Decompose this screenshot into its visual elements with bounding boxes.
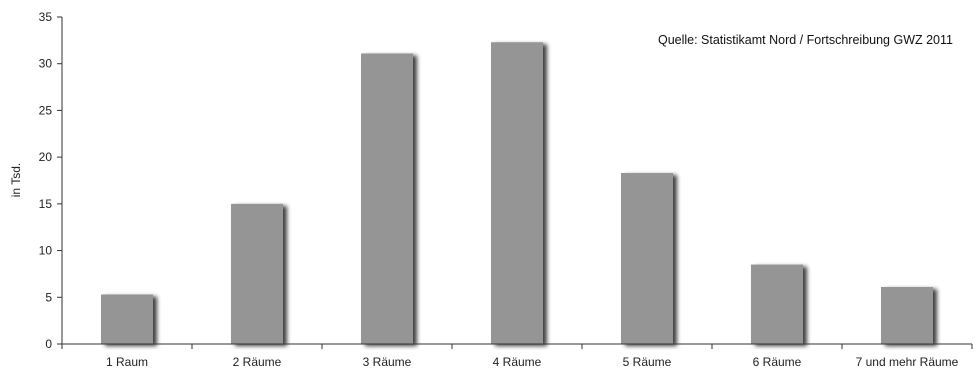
y-tick-label: 35 <box>39 10 53 24</box>
bar-3-r-ume <box>361 53 413 345</box>
x-tick-label: 7 und mehr Räume <box>856 355 959 369</box>
y-tick-label: 5 <box>45 290 52 304</box>
y-tick-label: 30 <box>39 57 53 71</box>
x-tick-label: 3 Räume <box>363 355 412 369</box>
source-note: Quelle: Statistikamt Nord / Fortschreibu… <box>658 33 953 47</box>
bar-4-r-ume <box>491 42 543 345</box>
y-axis-title: in Tsd. <box>9 163 23 197</box>
bar-5-r-ume <box>621 173 673 344</box>
x-ticks-group: 1 Raum 2 Räume 3 Räume 4 Räume 5 Räume 6 Räum… <box>61 344 973 369</box>
y-tick-label: 0 <box>45 337 52 351</box>
bars-group <box>101 42 933 345</box>
bar-7-und-mehr-r-ume <box>881 287 933 344</box>
bar-6-r-ume <box>751 264 803 344</box>
bar-2-r-ume <box>231 203 283 344</box>
bar-1-raum <box>101 294 153 344</box>
x-tick-label: 2 Räume <box>233 355 282 369</box>
x-tick-label: 1 Raum <box>106 355 148 369</box>
x-tick-label: 4 Räume <box>493 355 542 369</box>
y-tick-label: 10 <box>39 244 53 258</box>
y-tick-label: 15 <box>39 197 53 211</box>
y-ticks-group: 0 5 10 15 20 25 30 35 <box>39 10 62 351</box>
y-tick-label: 25 <box>39 103 53 117</box>
y-tick-label: 20 <box>39 150 53 164</box>
x-tick-label: 5 Räume <box>623 355 672 369</box>
x-tick-label: 6 Räume <box>753 355 802 369</box>
